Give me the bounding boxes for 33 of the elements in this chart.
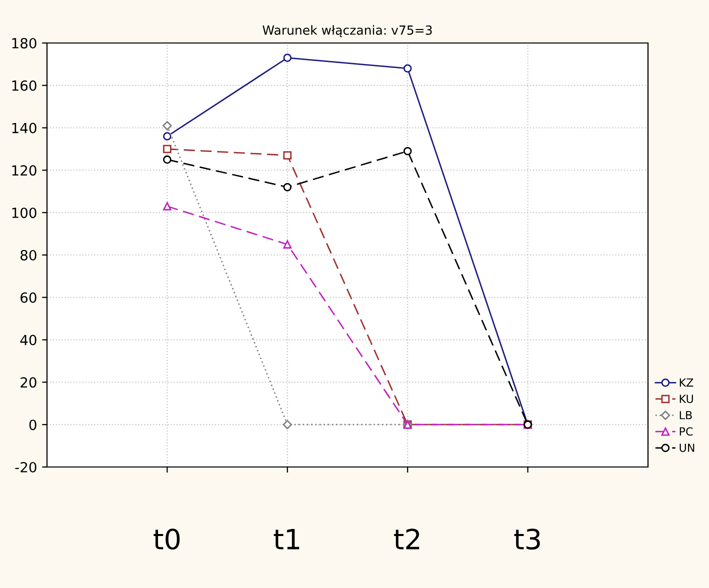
y-tick-label: 100 xyxy=(12,208,36,218)
legend-label: KZ xyxy=(680,378,694,387)
point xyxy=(163,202,172,210)
x-tick-label: t2 xyxy=(394,528,420,550)
point xyxy=(163,132,172,140)
y-tick-label: 0 xyxy=(29,420,36,430)
y-tick-label: 60 xyxy=(20,292,36,303)
y-tick-label: 40 xyxy=(20,334,36,346)
point xyxy=(163,144,172,154)
point xyxy=(282,420,292,430)
y-tick-label: 120 xyxy=(12,165,36,176)
point xyxy=(283,240,292,249)
y-tick-label: 140 xyxy=(12,122,36,134)
y-tick-label: -20 xyxy=(15,462,36,472)
y-tick-label: 160 xyxy=(12,80,36,91)
legend-label: KU xyxy=(680,394,693,404)
point xyxy=(162,121,172,130)
point xyxy=(283,151,292,160)
y-tick-label: 180 xyxy=(12,38,36,48)
point xyxy=(403,146,412,156)
point xyxy=(283,182,292,192)
chart-title: Warunek włączania: v75=3 xyxy=(262,25,432,38)
x-tick-label: t3 xyxy=(514,528,540,550)
x-tick-label: t1 xyxy=(274,528,300,550)
y-tick-label: 20 xyxy=(20,377,36,388)
point xyxy=(163,155,172,164)
point xyxy=(283,54,292,62)
legend-label: UN xyxy=(680,444,694,452)
legend-label: LB xyxy=(680,411,692,420)
y-tick-label: 80 xyxy=(20,250,36,260)
point xyxy=(403,64,412,73)
x-tick-label: t0 xyxy=(154,528,180,550)
legend-label: PC xyxy=(680,427,693,436)
